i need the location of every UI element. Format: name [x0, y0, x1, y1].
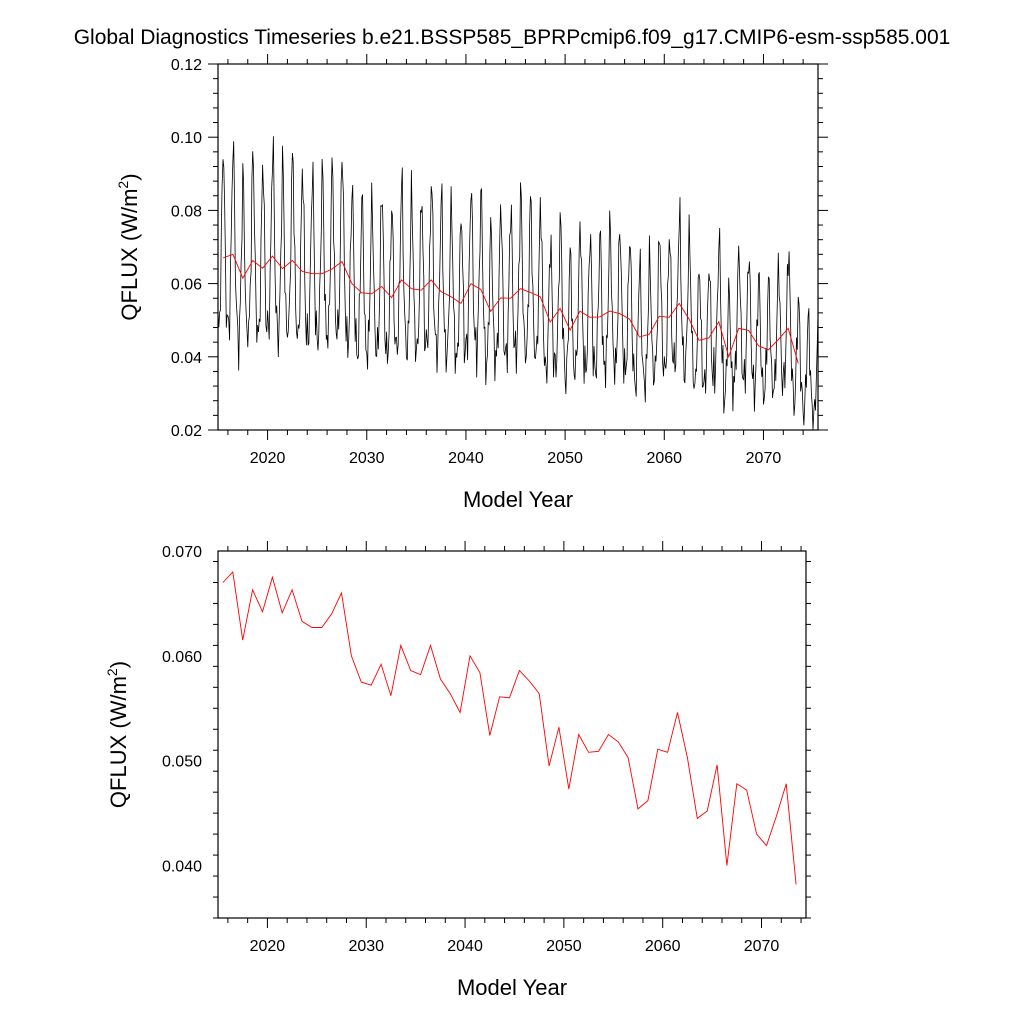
x-tick-label: 2060: [645, 938, 681, 955]
series-line-1: [222, 571, 797, 885]
x-tick-label: 2060: [646, 450, 682, 467]
x-axis-label: Model Year: [457, 975, 567, 1000]
series-line-1: [218, 136, 818, 430]
y-tick-label: 0.04: [171, 350, 202, 367]
figure-title: Global Diagnostics Timeseries b.e21.BSSP…: [73, 26, 951, 49]
x-tick-label: 2070: [746, 450, 782, 467]
x-tick-label: 2030: [349, 450, 385, 467]
x-tick-label: 2020: [250, 938, 286, 955]
plot-frame: [217, 550, 807, 919]
y-tick-label: 0.02: [171, 423, 202, 440]
x-axis-label: Model Year: [463, 487, 573, 512]
chart-panel-1: 2020 2030 2040 2050 2060 2070 0.02 0.04 0.06 0.08…: [115, 54, 828, 512]
chart-panel-2: 2020 2030 2040 2050 2060 2070 0.040 0.050 0.060 0…: [104, 541, 811, 1000]
y-axis-label: QFLUX (W/m2): [104, 661, 131, 808]
y-tick-label: 0.050: [162, 754, 202, 771]
x-tick-label: 2020: [250, 450, 286, 467]
x-tick-label: 2040: [447, 938, 483, 955]
y-tick-label: 0.060: [162, 649, 202, 666]
x-tick-label: 2050: [547, 450, 583, 467]
x-tick-label: 2070: [744, 938, 780, 955]
y-tick-label: 0.12: [171, 57, 202, 74]
y-tick-label: 0.040: [162, 859, 202, 876]
y-tick-label: 0.08: [171, 203, 202, 220]
series-line-2: [222, 253, 799, 364]
y-tick-label: 0.070: [162, 544, 202, 561]
y-axis-label: QFLUX (W/m2): [115, 173, 142, 320]
plot-frame: [217, 63, 819, 431]
y-tick-label: 0.10: [171, 130, 202, 147]
y-tick-label: 0.06: [171, 277, 202, 294]
x-tick-label: 2040: [448, 450, 484, 467]
x-tick-label: 2050: [546, 938, 582, 955]
x-tick-label: 2030: [348, 938, 384, 955]
